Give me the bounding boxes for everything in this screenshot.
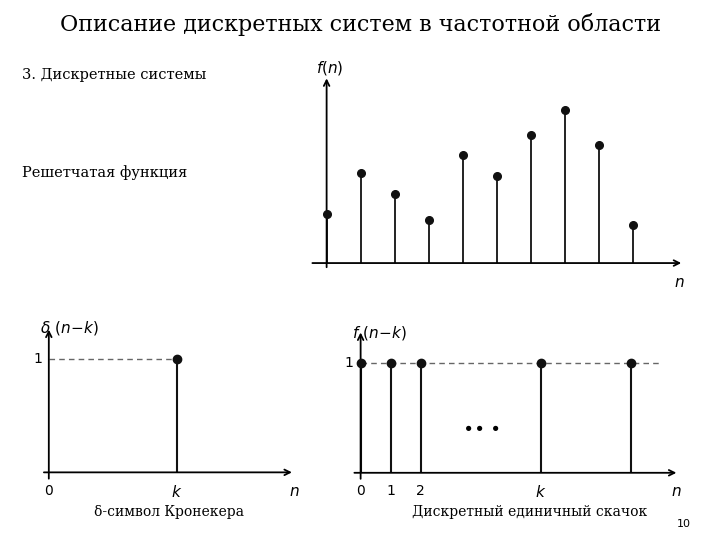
Text: 1: 1: [34, 352, 42, 366]
Text: 3. Дискретные системы: 3. Дискретные системы: [22, 68, 206, 82]
Text: $k$: $k$: [171, 484, 183, 500]
Text: 1: 1: [386, 484, 395, 498]
Text: $k$: $k$: [535, 484, 546, 500]
Text: $n$: $n$: [671, 484, 682, 499]
Text: Дискретный единичный скачок: Дискретный единичный скачок: [412, 505, 647, 519]
Text: 1: 1: [344, 356, 353, 370]
Text: $n$: $n$: [289, 484, 300, 499]
Text: $n$: $n$: [674, 275, 684, 290]
Text: Решетчатая функция: Решетчатая функция: [22, 165, 187, 180]
Text: $f\ (n\!-\!k)$: $f\ (n\!-\!k)$: [351, 324, 407, 342]
Text: $f(n)$: $f(n)$: [316, 59, 344, 77]
Text: 2: 2: [416, 484, 425, 498]
Text: 0: 0: [45, 484, 53, 498]
Text: δ-символ Кронекера: δ-символ Кронекера: [94, 505, 244, 519]
Text: Описание дискретных систем в частотной области: Описание дискретных систем в частотной о…: [60, 14, 660, 37]
Text: 10: 10: [677, 519, 691, 529]
Text: $\delta\ (n\!-\!k)$: $\delta\ (n\!-\!k)$: [40, 319, 99, 337]
Text: 0: 0: [356, 484, 365, 498]
Text: $\bullet\!\bullet\!\bullet$: $\bullet\!\bullet\!\bullet$: [462, 417, 500, 436]
